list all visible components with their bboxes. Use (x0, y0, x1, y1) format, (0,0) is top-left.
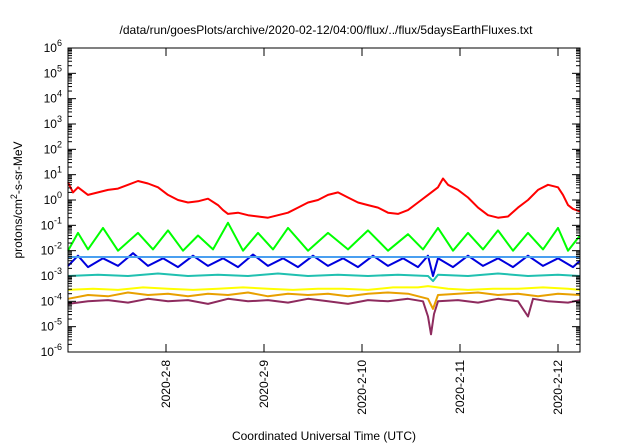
series-line (67, 291, 581, 310)
y-tick-label: 103 (44, 114, 62, 131)
y-tick-label: 10-3 (41, 266, 62, 283)
x-tick-label: 2020-2-9 (257, 360, 271, 408)
y-axis-label-superscript: 2 (9, 194, 19, 199)
y-tick-label: 104 (44, 89, 62, 106)
series-line (67, 297, 581, 336)
plot-frame (67, 47, 581, 353)
y-tick-label: 101 (44, 165, 62, 182)
x-axis: 2020-2-8 2020-2-9 2020-2-10 2020-2-11 2020-2… (159, 48, 565, 415)
y-axis-label: protons/cm2-s-sr-MeV (9, 141, 25, 258)
series-layer (67, 177, 581, 336)
x-tick-label: 2020-2-10 (355, 360, 369, 415)
chart-title: /data/run/goesPlots/archive/2020-02-12/0… (120, 23, 534, 37)
series-line (67, 221, 581, 252)
y-tick-label: 10-2 (41, 241, 62, 258)
x-tick-label: 2020-2-11 (453, 360, 467, 414)
y-tick-label: 10-1 (41, 215, 62, 232)
x-tick-label: 2020-2-12 (551, 360, 565, 415)
series-line (67, 177, 581, 219)
x-tick-label: 2020-2-8 (159, 360, 173, 408)
y-axis: 10-6 10-5 10-4 10-3 10-2 10-1 100 101 102 103 104 1… (41, 38, 580, 359)
series-line (67, 272, 581, 283)
y-tick-label: 102 (44, 139, 62, 156)
y-axis-label-main: protons/cm (11, 199, 25, 258)
y-tick-label: 100 (44, 190, 62, 207)
series-line (67, 285, 581, 291)
y-axis-label-unit: -s-sr-MeV (11, 141, 25, 194)
y-tick-label: 105 (44, 63, 62, 80)
y-tick-label: 10-4 (41, 291, 62, 308)
y-tick-label: 10-6 (41, 342, 62, 359)
x-axis-label: Coordinated Universal Time (UTC) (232, 429, 416, 443)
y-tick-label: 10-5 (41, 317, 62, 334)
series-line (67, 252, 581, 277)
y-tick-label: 106 (44, 38, 62, 55)
